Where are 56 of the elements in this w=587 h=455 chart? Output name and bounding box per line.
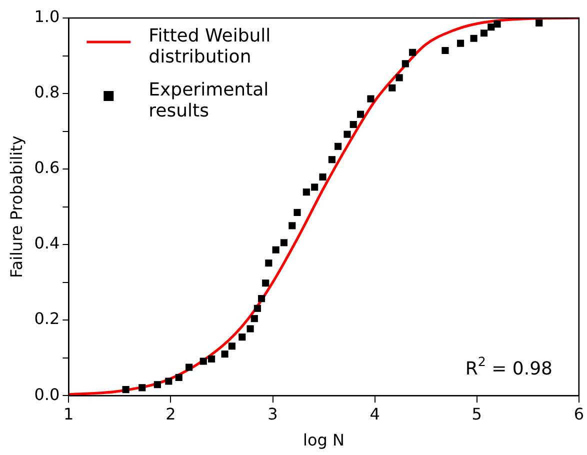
point [250,315,258,322]
point [272,246,280,254]
point [238,334,246,341]
y-tick-label: 0.4 [34,234,60,253]
x-tick-label: 3 [268,404,278,424]
y-tick-label: 0.8 [34,82,60,102]
point [208,355,216,363]
point [367,95,374,102]
point [494,20,501,28]
point [302,188,310,196]
point [165,378,172,385]
x-tick-label: 1 [64,404,74,424]
point [319,173,326,181]
point [356,110,364,118]
point [254,304,261,312]
point [344,130,351,138]
legend-label: Experimental results [148,80,269,122]
y-tick-label: 0.2 [34,309,60,328]
x-tick-label: 5 [472,404,482,424]
point [280,239,288,246]
y-axis-title: Failure Probability [6,136,26,278]
point [456,40,464,47]
point [311,184,318,191]
point [328,156,336,164]
point [442,46,449,54]
point [334,142,342,150]
x-tick-label: 2 [166,404,176,424]
point [536,19,543,26]
point [175,374,182,382]
point [154,381,161,388]
y-tick-label: 0.6 [34,158,60,178]
point [388,84,396,92]
point [350,120,357,128]
legend-label: Fitted Weibull distribution [148,26,271,68]
y-tick-label: 0.0 [34,384,60,404]
point [258,295,266,302]
point [402,60,409,68]
point [228,342,236,350]
x-tick-label: 6 [574,404,584,424]
point [409,48,416,56]
y-tick-label: 1.0 [34,7,60,26]
point [200,358,207,365]
point [288,222,296,230]
point [122,386,130,394]
point [262,280,270,287]
point [265,260,272,267]
point [186,364,193,371]
point [480,30,488,37]
point [221,350,228,358]
point [470,34,478,42]
point [294,208,301,216]
x-axis-title: log N [303,430,345,450]
x-tick-label: 4 [370,404,380,424]
point [246,325,254,332]
point [138,384,146,392]
point [396,74,403,82]
